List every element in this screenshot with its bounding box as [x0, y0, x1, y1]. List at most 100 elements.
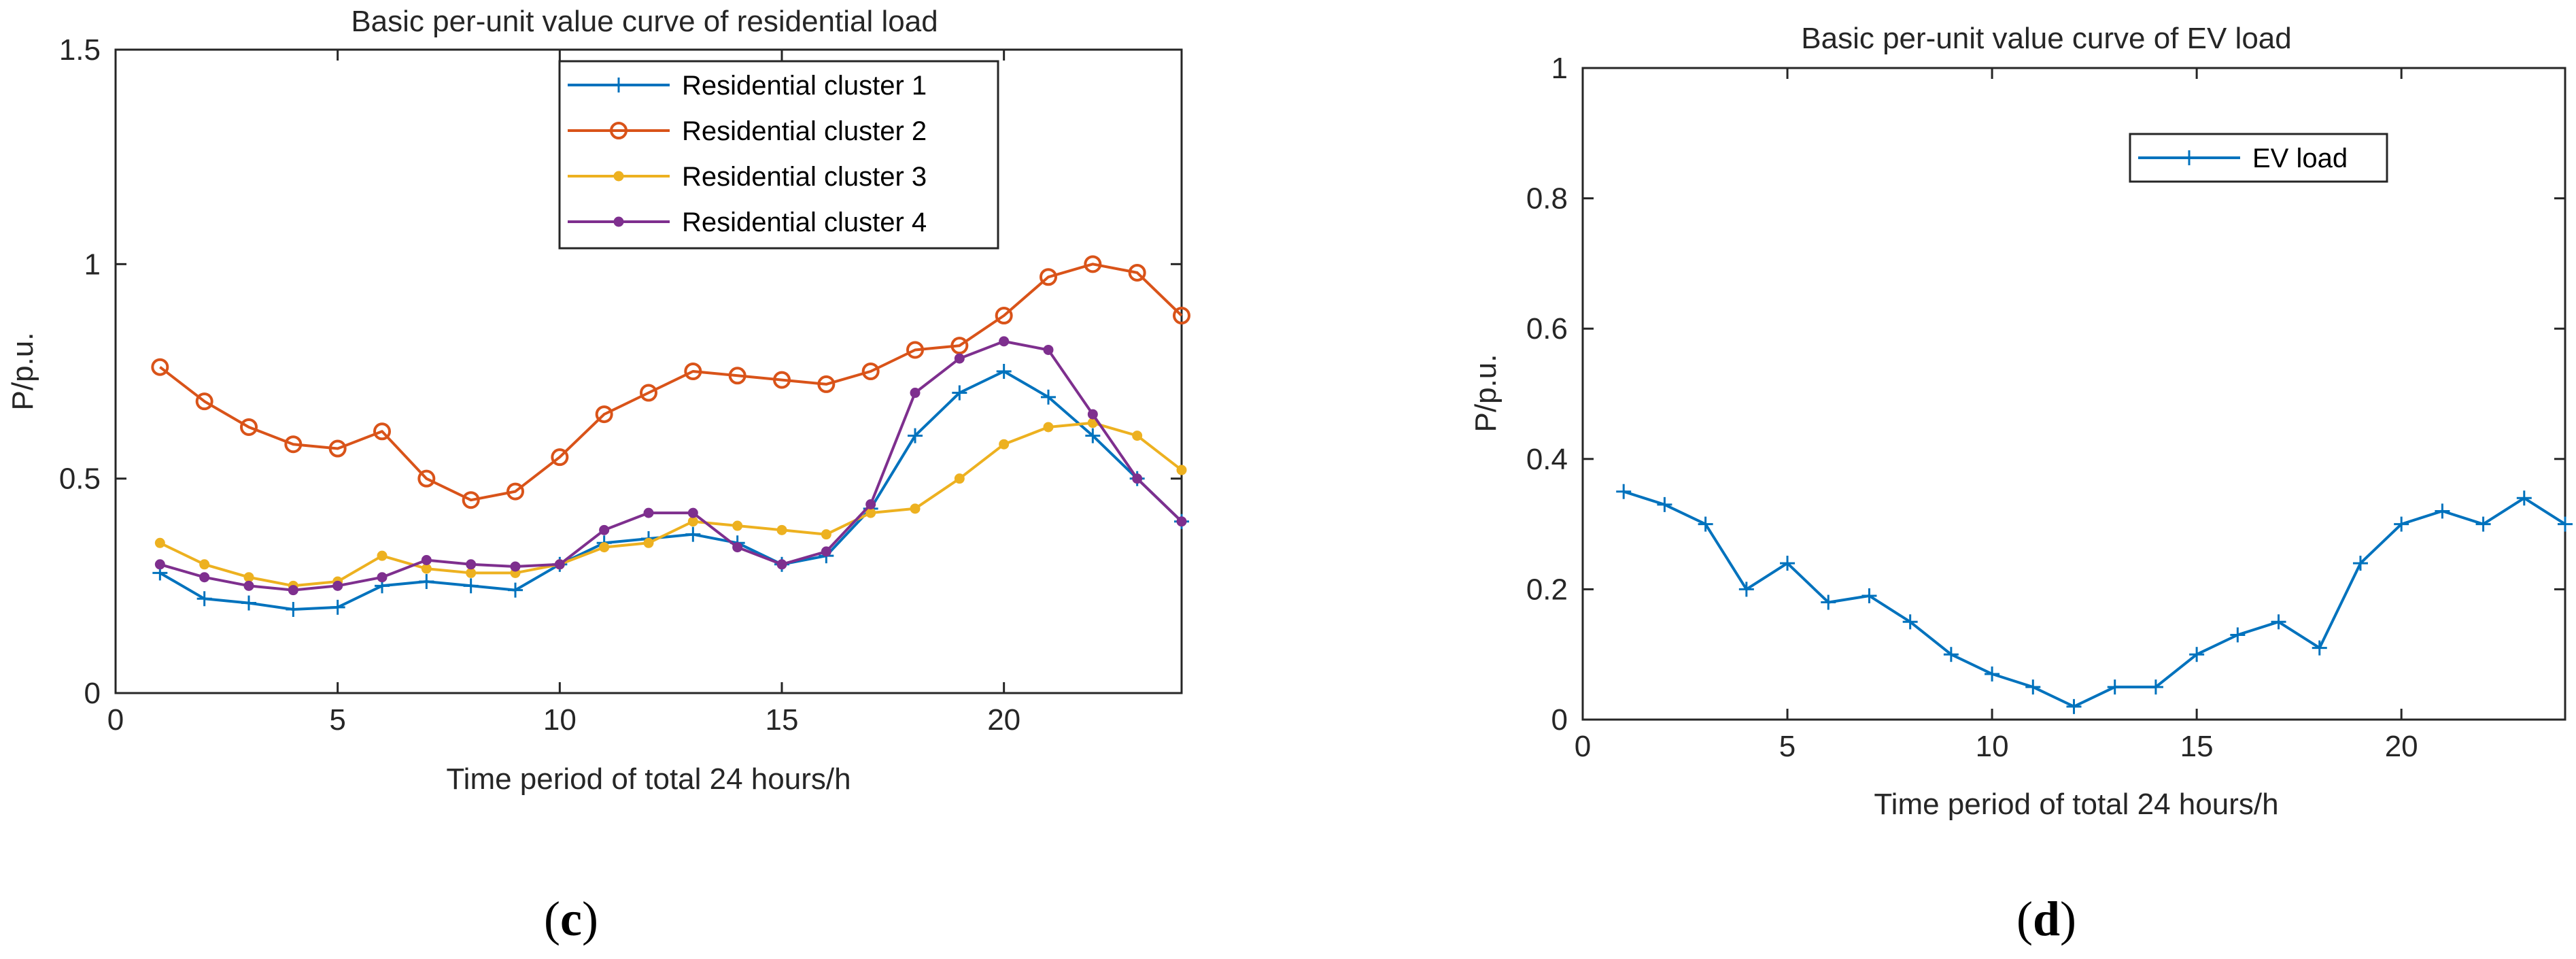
data-point: [1132, 473, 1143, 484]
data-point: [417, 469, 436, 488]
data-point: [2271, 614, 2286, 630]
y-tick-label: 0.2: [1526, 573, 1568, 606]
y-tick-label: 0: [84, 677, 101, 710]
data-point: [599, 542, 610, 553]
data-point: [332, 580, 343, 591]
data-point: [999, 439, 1010, 450]
y-tick-label: 0.6: [1526, 312, 1568, 346]
data-point: [1780, 556, 1796, 571]
legend: Residential cluster 1 Residential cluster…: [558, 60, 999, 250]
data-point: [199, 572, 210, 583]
legend-marker: [2182, 150, 2197, 165]
data-point: [643, 537, 654, 548]
data-point: [687, 507, 698, 518]
legend-label: EV load: [2252, 144, 2348, 173]
data-point: [330, 599, 345, 615]
data-point: [1985, 666, 2000, 682]
data-point: [2189, 647, 2205, 662]
legend-item: EV load: [2138, 144, 2348, 173]
data-point: [196, 591, 212, 607]
legend-label: Residential cluster 1: [682, 71, 927, 101]
series-residential-cluster-2: [151, 255, 1190, 509]
y-tick-label: 1: [1551, 52, 1568, 85]
y-axis-label: P/p.u.: [6, 333, 39, 411]
series-ev-load: [1616, 484, 2573, 714]
data-point: [240, 418, 258, 436]
data-point: [595, 405, 613, 424]
legend-label: Residential cluster 3: [682, 162, 927, 192]
x-axis-label: Time period of total 24 hours/h: [446, 762, 851, 796]
y-tick-label: 1: [84, 248, 101, 281]
series-line: [1623, 490, 2566, 708]
series-line: [159, 339, 1183, 592]
data-point: [462, 491, 480, 509]
data-point: [284, 435, 303, 454]
x-tick-label: 10: [543, 703, 577, 737]
data-point: [2148, 679, 2163, 695]
chart-panel-c: Basic per-unit value curve of residentia…: [6, 5, 1190, 946]
x-axis: 0 5 10 15 20: [107, 50, 1020, 737]
data-point: [241, 595, 256, 611]
legend-item: Residential cluster 4: [568, 207, 927, 237]
data-point: [732, 542, 743, 553]
series-line: [159, 421, 1183, 588]
data-point: [910, 388, 921, 399]
data-point: [952, 385, 967, 401]
data-point: [821, 529, 831, 540]
data-point: [817, 375, 836, 393]
legend-item: Residential cluster 1: [568, 71, 927, 101]
data-point: [554, 559, 565, 570]
legend-label: Residential cluster 4: [682, 207, 927, 237]
data-point: [1043, 344, 1054, 355]
data-point: [996, 364, 1012, 379]
data-point: [421, 554, 432, 565]
legend-marker: [610, 122, 628, 139]
legend-item: Residential cluster 3: [568, 162, 927, 192]
y-tick-label: 0.5: [59, 462, 101, 496]
data-point: [2394, 516, 2409, 532]
series-residential-cluster-3: [154, 418, 1187, 591]
x-axis-label: Time period of total 24 hours/h: [1874, 788, 2278, 821]
x-tick-label: 15: [766, 703, 799, 737]
data-point: [463, 578, 479, 594]
data-point: [508, 582, 523, 598]
x-tick-label: 20: [2385, 730, 2418, 763]
data-point: [910, 503, 921, 514]
data-point: [640, 384, 657, 402]
x-tick-label: 20: [987, 703, 1020, 737]
data-point: [954, 353, 965, 364]
data-point: [908, 428, 923, 443]
data-point: [1738, 582, 1754, 597]
data-point: [195, 392, 213, 411]
data-point: [2066, 699, 2082, 714]
data-point: [2558, 516, 2573, 532]
data-point: [950, 337, 969, 355]
y-axis: 0 0.5 1 1.5: [59, 33, 1182, 710]
data-point: [732, 520, 743, 531]
data-point: [599, 524, 610, 535]
y-axis-label: P/p.u.: [1469, 354, 1502, 433]
data-point: [421, 563, 432, 574]
x-tick-label: 15: [2180, 730, 2214, 763]
data-point: [151, 358, 169, 376]
data-point: [154, 537, 165, 548]
data-point: [954, 473, 965, 484]
data-point: [906, 341, 924, 359]
data-point: [1698, 516, 1713, 532]
data-point: [684, 363, 702, 380]
x-tick-label: 5: [329, 703, 345, 737]
data-point: [243, 580, 254, 591]
legend-box: [558, 60, 999, 250]
chart-title: Basic per-unit value curve of EV load: [1801, 22, 2292, 55]
chart-panel-d: Basic per-unit value curve of EV load 0 5…: [1469, 22, 2573, 946]
data-point: [821, 546, 831, 557]
legend: EV load: [2129, 133, 2388, 183]
data-point: [2312, 640, 2327, 656]
series-layer: [151, 255, 1190, 618]
data-point: [154, 559, 165, 570]
y-tick-label: 0.4: [1526, 443, 1568, 476]
x-tick-label: 0: [107, 703, 124, 737]
data-point: [466, 567, 477, 578]
data-point: [373, 422, 391, 441]
